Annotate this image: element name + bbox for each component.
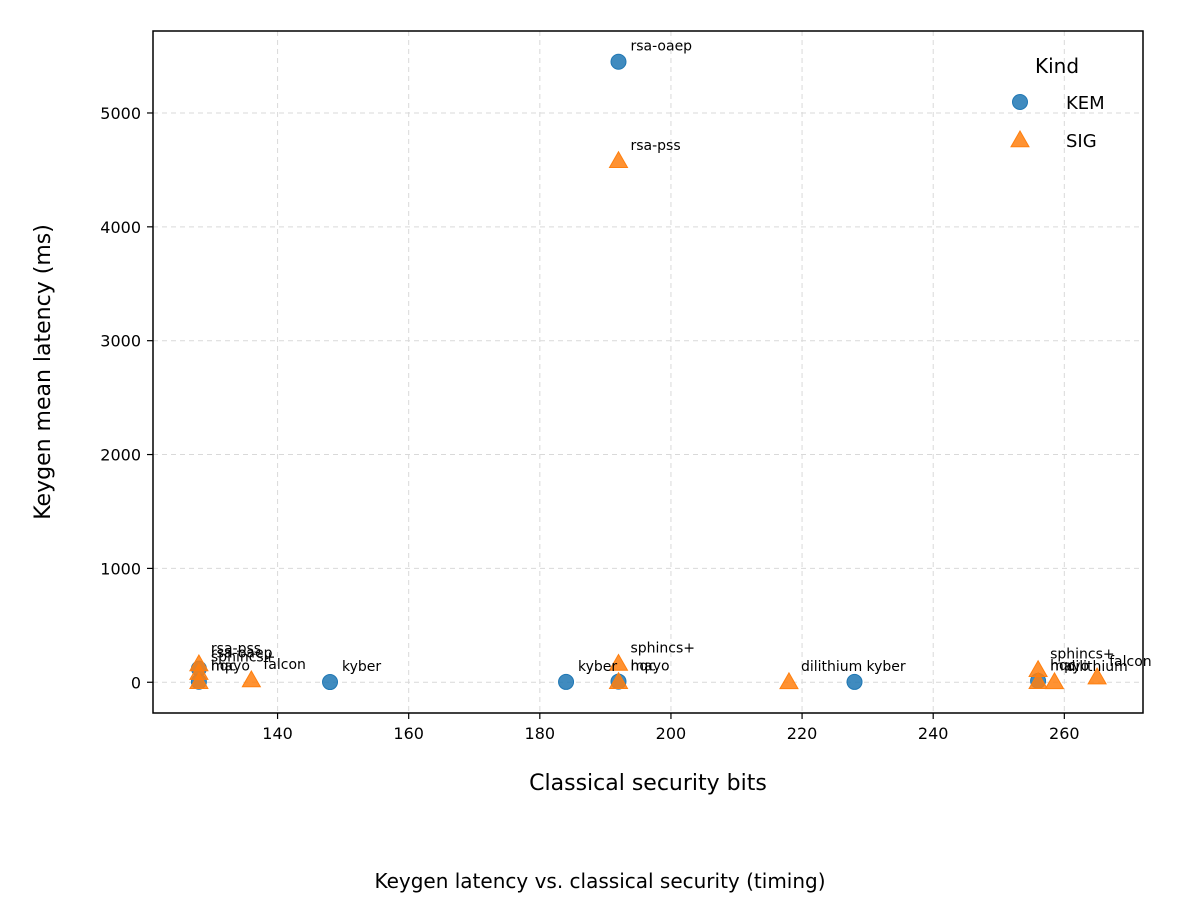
legend-marker-sig: [1010, 129, 1030, 148]
legend-marker-kem: [1012, 94, 1028, 110]
point-label: dilithium: [1066, 659, 1127, 675]
point-label: rsa-oaep: [630, 39, 692, 55]
y-tick-label: 4000: [100, 218, 141, 237]
chart-caption: Keygen latency vs. classical security (t…: [374, 869, 825, 893]
sig-point: [608, 653, 629, 671]
sig-point: [189, 671, 209, 689]
x-tick-label: 220: [787, 724, 818, 743]
x-tick-label: 260: [1049, 724, 1080, 743]
point-label: kyber: [342, 659, 381, 675]
x-tick-label: 180: [525, 724, 556, 743]
point-label: hqc: [630, 659, 655, 675]
x-tick-label: 140: [262, 724, 293, 743]
data-points: [189, 53, 1107, 691]
point-label: mayo: [1050, 659, 1089, 675]
x-tick-label: 240: [918, 724, 949, 743]
y-tick-label: 2000: [100, 446, 141, 465]
kem-point: [610, 53, 627, 70]
point-label: sphincs+: [211, 650, 276, 666]
x-tick-label: 160: [393, 724, 424, 743]
legend-label-sig: SIG: [1066, 131, 1097, 152]
point-label: kyber: [578, 659, 617, 675]
plot-area-frame: [152, 30, 1144, 714]
y-axis-label: Keygen mean latency (ms): [31, 224, 56, 520]
sig-point: [608, 150, 629, 169]
point-label: hqc: [211, 659, 236, 675]
y-tick-label: 5000: [100, 104, 141, 123]
point-label: rsa-pss: [211, 641, 261, 657]
sig-point: [1028, 671, 1048, 689]
axis-ticks: 140 160 180 200 220 240 260 0 1000 2000 3000 4000 50…: [100, 104, 1079, 743]
legend-label-kem: KEM: [1066, 93, 1105, 114]
point-label: sphincs+: [1050, 647, 1115, 663]
y-tick-label: 0: [131, 673, 141, 692]
grid: [153, 31, 1143, 713]
sig-point: [1087, 667, 1107, 685]
sig-point: [779, 671, 799, 690]
legend-entries: KEM SIG: [1010, 93, 1105, 152]
point-label: kyber: [867, 659, 906, 675]
legend-title: Kind: [1035, 54, 1079, 78]
y-tick-label: 3000: [100, 332, 141, 351]
point-label: hqc: [1050, 658, 1075, 674]
sig-point: [608, 671, 629, 689]
kem-point: [558, 673, 575, 690]
point-label: falcon: [1109, 654, 1152, 670]
kem-point: [846, 673, 863, 690]
point-label: mayo: [630, 659, 669, 675]
point-label: mayo: [211, 659, 250, 675]
point-label: rsa-oaep: [211, 646, 273, 662]
point-label: dilithium: [801, 659, 862, 675]
point-label: falcon: [263, 657, 306, 673]
sig-point: [241, 669, 262, 688]
point-label: sphincs+: [630, 640, 695, 656]
sig-point: [1044, 671, 1065, 690]
legend: Kind KEM SIG: [1010, 54, 1105, 152]
x-axis-label: Classical security bits: [529, 771, 767, 796]
point-label: rsa-pss: [630, 138, 680, 154]
y-tick-label: 1000: [100, 559, 141, 578]
kem-point: [322, 674, 339, 691]
x-tick-label: 200: [656, 724, 687, 743]
